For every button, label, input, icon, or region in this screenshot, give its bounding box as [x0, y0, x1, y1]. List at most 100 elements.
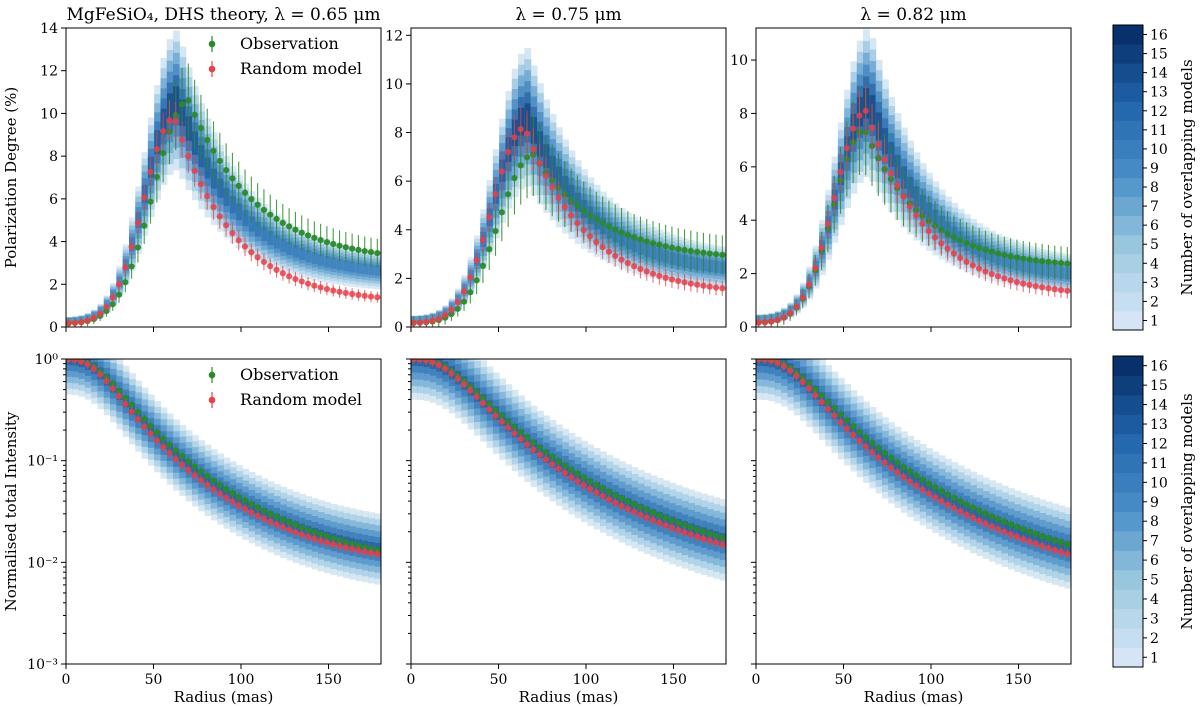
observation-point [687, 247, 694, 255]
model-point [197, 477, 205, 484]
observation-point [824, 398, 832, 405]
model-point [467, 387, 474, 394]
colorbar-cell [1113, 82, 1143, 102]
model-point [330, 287, 337, 294]
model-point [1051, 286, 1058, 293]
model-point [498, 418, 505, 425]
observation-point [850, 423, 857, 430]
y-tick-label: 2 [739, 267, 748, 283]
observation-point [919, 476, 926, 483]
band-cell [625, 498, 632, 512]
observation-point [561, 462, 568, 469]
band-cell [774, 312, 782, 321]
colorbar-cell [1113, 234, 1143, 255]
model-point [486, 406, 493, 413]
observation-point [317, 236, 324, 244]
observation-point [229, 489, 236, 497]
observation-point [586, 478, 594, 485]
observation-point [618, 229, 625, 236]
observation-point [938, 226, 945, 234]
band-cell [442, 308, 450, 316]
observation-point [906, 468, 913, 475]
model-point [429, 317, 436, 324]
model-point [700, 535, 707, 542]
model-point [681, 279, 688, 286]
model-point [618, 256, 625, 263]
model-point [374, 294, 381, 301]
model-point [812, 264, 819, 272]
observation-point [367, 249, 375, 256]
observation-point [580, 207, 587, 214]
model-point [454, 375, 461, 382]
y-tick-label: 4 [394, 223, 403, 239]
band-cell [1071, 536, 1078, 563]
band-cell [719, 261, 726, 274]
band-cell [423, 315, 431, 323]
model-point [994, 273, 1002, 280]
model-point [254, 512, 261, 519]
observation-point [273, 215, 280, 223]
band-cell [957, 499, 965, 513]
model-point [122, 400, 129, 408]
panel-r0-c2: 0 2 4 6 8 10 λ = 0.82 μm [730, 5, 1072, 336]
model-point [185, 153, 192, 160]
model-point [304, 533, 312, 540]
band-cell [844, 418, 851, 432]
observation-point [197, 124, 205, 132]
model-point [586, 233, 594, 240]
colorbar-tick-label: 15 [1150, 378, 1168, 394]
model-point [580, 226, 587, 234]
model-point [216, 490, 223, 497]
band-cell [436, 311, 443, 319]
band-cell [963, 502, 971, 517]
model-point [103, 303, 110, 311]
colorbar-tick-label: 6 [1150, 218, 1159, 234]
model-point [304, 280, 312, 287]
colorbar-cell [1113, 139, 1143, 159]
model-point [160, 128, 167, 135]
observation-point [694, 526, 701, 533]
band-cell [919, 477, 927, 492]
model-point [235, 502, 242, 509]
band-cell [210, 168, 218, 189]
band-cell [411, 316, 418, 324]
y-tick-label: 2 [394, 271, 403, 287]
band-cell [349, 261, 357, 273]
y-tick-label: 10⁻¹ [27, 454, 58, 470]
model-point [605, 248, 613, 255]
model-point [1020, 536, 1027, 543]
model-point [349, 545, 356, 553]
y-axis-label: Polarization Degree (%) [2, 87, 20, 269]
model-point [637, 265, 644, 273]
observation-point [311, 529, 318, 536]
band-cell [192, 131, 199, 155]
colorbar-tick-label: 1 [1150, 313, 1159, 329]
observation-point [687, 524, 694, 531]
model-point [530, 446, 537, 453]
observation-point [498, 412, 505, 419]
colorbar-cell [1113, 511, 1143, 532]
observation-point [1013, 523, 1021, 530]
observation-point [235, 182, 242, 190]
band-cell [1001, 519, 1009, 534]
observation-point [336, 242, 343, 249]
band-cell [381, 532, 388, 568]
y-tick-label: 0 [49, 320, 58, 336]
colorbar-cell [1113, 272, 1143, 293]
model-point [793, 303, 800, 310]
band-cell [1020, 526, 1028, 541]
band-cell [173, 449, 180, 461]
colorbar-cell [1113, 492, 1143, 512]
band-cell [581, 474, 588, 489]
observation-point [631, 501, 638, 508]
band-cell [593, 481, 601, 496]
panel-r0-c0: 0 2 4 6 8 10 12 14 MgFeSiO₄, DHS theory, λ = 0.6… [40, 5, 382, 336]
y-tick-label: 6 [739, 160, 748, 176]
model-point [969, 262, 976, 269]
model-point [675, 277, 682, 285]
model-point [1045, 285, 1052, 292]
observation-point [191, 463, 198, 470]
model-point [712, 539, 720, 546]
model-point [479, 400, 487, 407]
